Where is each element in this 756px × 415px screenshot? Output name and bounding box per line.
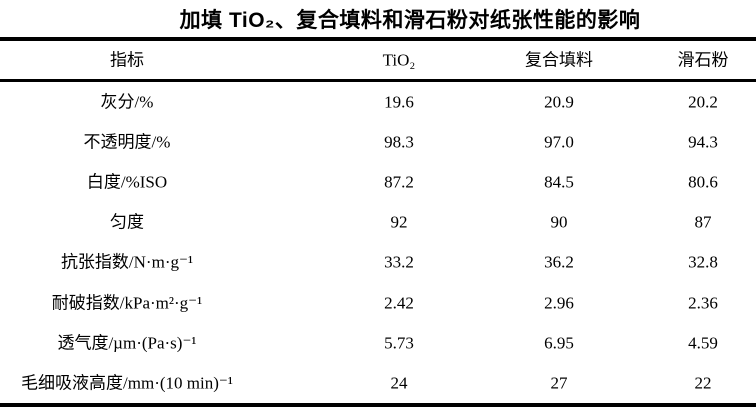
row-label: 耐破指数/kPa·m²·g⁻¹ (51, 293, 203, 313)
table-row-opacity: 不透明度/% 98.3 97.0 94.3 (0, 122, 756, 162)
row-label: 匀度 (110, 212, 144, 232)
cell-value: 80.6 (688, 172, 718, 192)
row-label: 毛细吸液高度/mm·(10 min)⁻¹ (21, 373, 233, 393)
cell-value: 84.5 (544, 172, 574, 192)
cell-value: 36.2 (544, 252, 574, 272)
cell-value: 19.6 (384, 92, 414, 112)
column-header-tio2: TiO₂ (382, 50, 416, 70)
cell-value: 94.3 (688, 132, 718, 152)
row-label: 不透明度/% (83, 132, 171, 152)
cell-value: 5.73 (384, 333, 414, 353)
column-header-indicator: 指标 (110, 50, 144, 70)
table-row-capillary-rise: 毛细吸液高度/mm·(10 min)⁻¹ 24 27 22 (0, 363, 756, 403)
table-row-air-permeability: 透气度/µm·(Pa·s)⁻¹ 5.73 6.95 4.59 (0, 323, 756, 363)
row-label: 抗张指数/N·m·g⁻¹ (60, 252, 194, 272)
row-label: 透气度/µm·(Pa·s)⁻¹ (57, 333, 197, 353)
cell-value: 97.0 (544, 132, 574, 152)
cell-value: 90 (550, 212, 568, 232)
cell-value: 20.9 (544, 92, 574, 112)
cell-value: 6.95 (544, 333, 574, 353)
cell-value: 87 (694, 212, 712, 232)
table-row-ash: 灰分/% 19.6 20.9 20.2 (0, 82, 756, 122)
column-header-talc: 滑石粉 (677, 50, 729, 70)
cell-value: 4.59 (688, 333, 718, 353)
table-caption: 加填 TiO₂、复合填料和滑石粉对纸张性能的影响 (179, 8, 641, 32)
cell-value: 2.36 (688, 293, 718, 313)
table-row-tensile-index: 抗张指数/N·m·g⁻¹ 33.2 36.2 32.8 (0, 242, 756, 282)
table-header-row: 指标 TiO₂ 复合填料 滑石粉 (0, 41, 756, 79)
table-top-rule (0, 37, 756, 41)
cell-value: 22 (694, 373, 712, 393)
cell-value: 33.2 (384, 252, 414, 272)
table-bottom-rule (0, 402, 756, 407)
cell-value: 87.2 (384, 172, 414, 192)
cell-value: 32.8 (688, 252, 718, 272)
table-header-rule (0, 79, 756, 82)
table-row-brightness: 白度/%ISO 87.2 84.5 80.6 (0, 162, 756, 202)
column-header-composite-filler: 复合填料 (525, 50, 593, 70)
cell-value: 24 (390, 373, 408, 393)
table-row-formation: 匀度 92 90 87 (0, 202, 756, 242)
cell-value: 2.96 (544, 293, 574, 313)
cell-value: 98.3 (384, 132, 414, 152)
row-label: 灰分/% (100, 92, 154, 112)
cell-value: 27 (550, 373, 568, 393)
row-label: 白度/%ISO (86, 172, 168, 192)
table-row-burst-index: 耐破指数/kPa·m²·g⁻¹ 2.42 2.96 2.36 (0, 282, 756, 322)
cell-value: 2.42 (384, 293, 414, 313)
cell-value: 92 (390, 212, 408, 232)
cell-value: 20.2 (688, 92, 718, 112)
